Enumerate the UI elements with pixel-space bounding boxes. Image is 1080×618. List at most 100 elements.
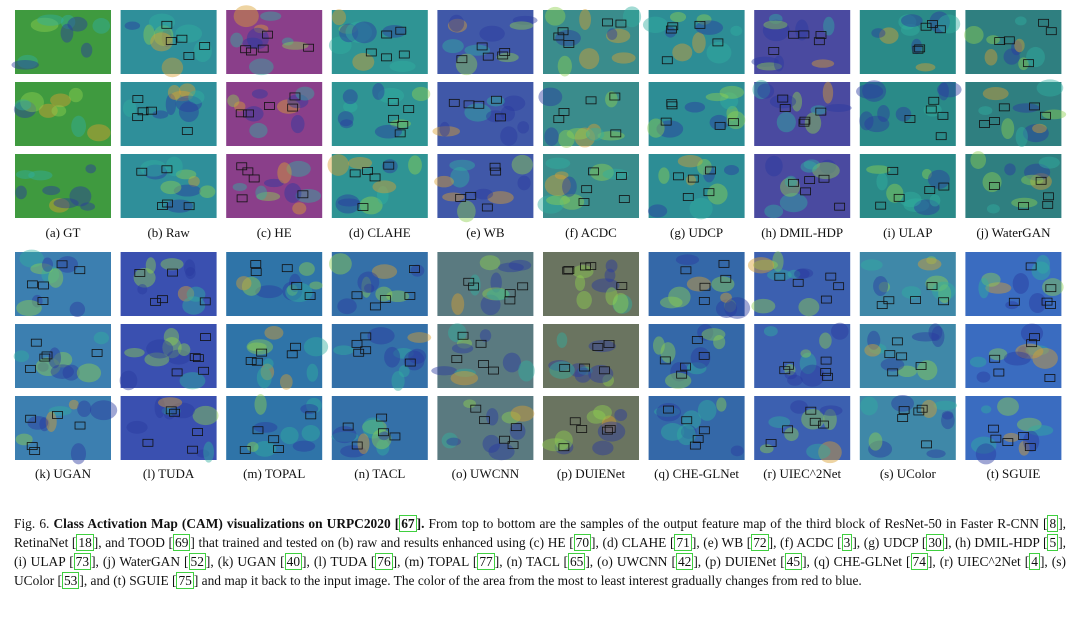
heat-blob xyxy=(342,89,358,105)
heat-blob xyxy=(188,90,205,105)
image xyxy=(120,10,217,74)
heat-blob xyxy=(591,278,620,293)
bbox xyxy=(818,174,830,183)
bbox xyxy=(132,95,144,103)
bbox xyxy=(720,274,732,283)
heat-blob xyxy=(713,334,726,350)
bbox xyxy=(451,355,463,364)
citation[interactable]: 74 xyxy=(910,553,928,570)
bbox xyxy=(250,268,262,276)
bbox xyxy=(389,432,401,441)
bbox xyxy=(1042,200,1054,209)
bbox xyxy=(698,426,710,435)
citation[interactable]: 53 xyxy=(61,572,80,589)
bbox xyxy=(833,282,845,291)
heat-blob xyxy=(986,204,1000,214)
citation[interactable]: 3 xyxy=(841,534,853,551)
citation[interactable]: 30 xyxy=(926,534,944,551)
bbox xyxy=(74,421,86,430)
citation[interactable]: 40 xyxy=(284,553,303,570)
caption-text: ], (l) TUDA [ xyxy=(302,554,376,569)
image-tile xyxy=(434,154,534,223)
bbox xyxy=(349,169,361,178)
citation[interactable]: 67 xyxy=(399,515,417,532)
citation[interactable]: 70 xyxy=(573,534,592,551)
heat-blob xyxy=(161,57,184,78)
heat-blob xyxy=(659,296,683,309)
image xyxy=(15,154,111,218)
citation[interactable]: 8 xyxy=(1047,515,1059,532)
citation[interactable]: 4 xyxy=(1029,553,1040,570)
heat-blob xyxy=(1028,292,1047,314)
heat-blob xyxy=(286,160,311,177)
heat-blob xyxy=(246,27,269,50)
heat-blob xyxy=(656,402,682,422)
heat-blob xyxy=(901,286,922,299)
heat-blob xyxy=(362,419,387,435)
heat-blob xyxy=(256,191,281,202)
heat-blob xyxy=(1003,351,1031,366)
citation[interactable]: 65 xyxy=(567,553,586,570)
heat-blob xyxy=(799,352,817,375)
image xyxy=(437,10,534,74)
bbox xyxy=(1045,27,1057,36)
citation[interactable]: 73 xyxy=(73,553,92,570)
heat-blob xyxy=(676,424,696,446)
heat-blob xyxy=(800,161,818,173)
citation[interactable]: 76 xyxy=(375,553,393,570)
citation[interactable]: 42 xyxy=(675,553,694,570)
heat-blob xyxy=(389,60,416,72)
heat-blob xyxy=(804,112,822,134)
citation[interactable]: 69 xyxy=(173,534,191,551)
heat-blob xyxy=(486,288,510,301)
panel-label: (t) SGUIE xyxy=(987,466,1041,481)
bbox xyxy=(187,445,198,454)
heat-blob xyxy=(1012,273,1029,294)
bbox xyxy=(510,423,522,432)
citation[interactable]: 52 xyxy=(188,553,206,570)
bbox xyxy=(660,117,672,126)
citation[interactable]: 71 xyxy=(674,534,692,551)
bbox xyxy=(604,425,616,433)
bbox xyxy=(281,264,293,273)
heat-blob xyxy=(292,440,316,452)
heat-blob xyxy=(500,105,515,122)
citation[interactable]: 5 xyxy=(1047,534,1059,551)
bbox xyxy=(192,428,204,436)
citation[interactable]: 75 xyxy=(176,572,194,589)
heat-blob xyxy=(604,268,616,283)
bbox xyxy=(26,280,38,289)
bbox xyxy=(388,114,399,123)
bbox xyxy=(553,115,565,124)
heat-blob xyxy=(51,105,67,117)
heat-blob xyxy=(752,80,771,100)
citation[interactable]: 77 xyxy=(477,553,495,570)
bbox xyxy=(39,353,51,362)
image-tile xyxy=(647,154,745,220)
bbox xyxy=(291,281,303,290)
bbox xyxy=(718,259,730,268)
heat-blob xyxy=(199,185,216,199)
heat-blob xyxy=(572,265,594,279)
citation[interactable]: 18 xyxy=(76,534,94,551)
bbox xyxy=(924,186,936,194)
caption-text: ], (q) CHE-GLNet [ xyxy=(802,554,911,569)
heat-blob xyxy=(592,440,614,456)
citation[interactable]: 72 xyxy=(751,534,769,551)
caption-text: ], (k) UGAN [ xyxy=(205,554,285,569)
image-tile xyxy=(965,396,1062,465)
image xyxy=(648,324,745,388)
citation[interactable]: 45 xyxy=(784,553,803,570)
heat-blob xyxy=(656,120,684,138)
heat-blob xyxy=(122,99,137,117)
panel-label: (i) ULAP xyxy=(883,225,932,240)
image-tile xyxy=(642,10,745,74)
bbox xyxy=(680,266,692,275)
heat-blob xyxy=(13,350,30,363)
heat-blob xyxy=(1023,163,1051,181)
heat-blob xyxy=(869,343,887,355)
heat-blob xyxy=(391,370,405,391)
heat-blob xyxy=(230,32,244,48)
heat-blob xyxy=(447,323,467,343)
bbox xyxy=(251,357,263,366)
